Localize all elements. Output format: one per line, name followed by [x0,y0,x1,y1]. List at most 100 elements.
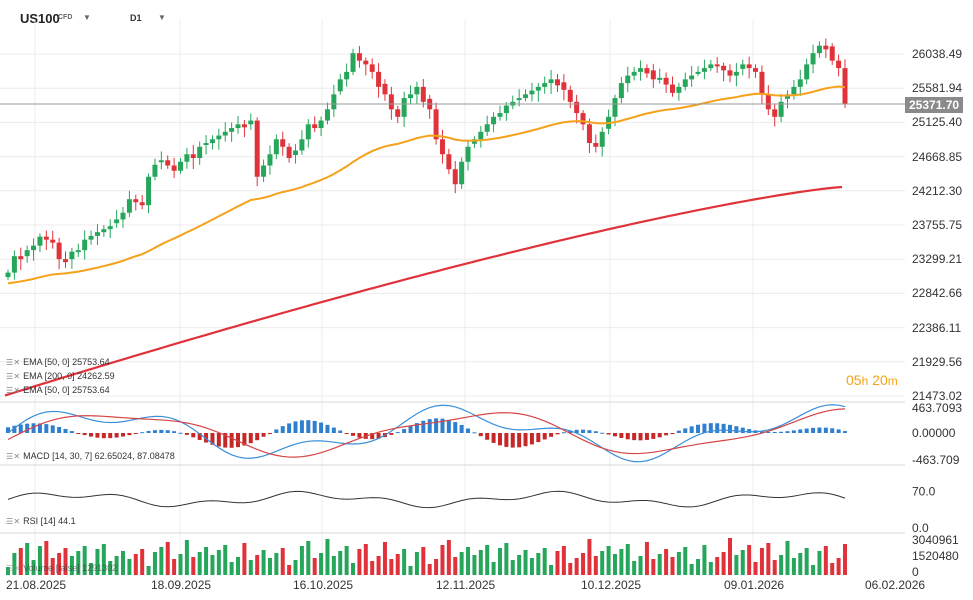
candle-body [554,79,560,86]
macd-histogram-bar [389,433,394,435]
volume-bar [542,548,547,575]
time-tick-label: 12.11.2025 [436,578,496,592]
volume-bar [529,558,534,575]
ema50-line [7,85,846,285]
macd-histogram-bar [95,433,100,438]
volume-bar [63,548,68,575]
volume-bar [651,559,656,575]
candle-body [561,82,567,90]
time-tick-label: 10.12.2025 [581,578,642,592]
candle-body [171,165,177,171]
volume-bar [727,538,732,575]
macd-histogram-bar [101,433,106,439]
volume-bar [248,560,253,575]
macd-histogram-bar [485,433,490,440]
volume-bar [408,566,413,575]
macd-histogram-bar [440,418,445,433]
symbol-name[interactable]: US100 [20,11,60,26]
settings-icon[interactable]: ☰ ✕ [6,358,20,367]
candle-body [273,139,279,155]
macd-histogram-bar [293,421,298,433]
volume-bar [536,553,541,575]
volume-bar [370,561,375,575]
candle-body [465,146,471,162]
timeframe-selector[interactable]: D1 [130,13,142,23]
volume-bar [817,551,822,575]
time-tick-label: 16.10.2025 [293,578,354,592]
legend-macd[interactable]: ☰ ✕ MACD [14, 30, 7] 62.65024, 87.08478 [6,451,175,461]
macd-histogram-bar [351,433,356,436]
macd-histogram-bar [414,423,419,433]
volume-bar [261,550,266,575]
volume-bar [523,550,528,575]
volume-bar [485,545,490,575]
macd-histogram-bar [625,433,630,440]
volume-bar [791,558,796,575]
macd-histogram-bar [223,433,228,448]
macd-histogram-bar [676,430,681,433]
macd-histogram-bar [791,430,796,433]
macd-tick-label: 463.7093 [912,401,962,415]
ema200-line [4,185,843,397]
volume-bar [638,556,643,575]
legend-ema50[interactable]: ☰ ✕ EMA [50, 0] 25753.64 [6,357,110,367]
volume-bar [664,549,669,575]
legend-rsi[interactable]: ☰ ✕ RSI [14] 44.1 [6,516,76,526]
symbol-dropdown-icon[interactable]: ▼ [83,13,91,22]
volume-bar [172,559,177,575]
volume-bar [44,541,49,575]
candle-body [356,53,362,61]
macd-histogram-bar [478,433,483,437]
volume-bar [216,550,221,575]
legend-volume[interactable]: ☰ ✕ Volume [false] 1291302 [6,563,118,573]
legend-ema200[interactable]: ☰ ✕ EMA [200, 0] 24262.59 [6,371,115,381]
volume-bar [325,539,330,575]
candle-body [574,101,580,114]
volume-bar [670,557,675,575]
candle-body [152,164,158,177]
macd-histogram-bar [146,430,151,433]
macd-histogram-bar [734,426,739,433]
volume-bar [165,542,170,575]
macd-histogram-bar [172,431,177,433]
candle-body [753,68,759,72]
macd-histogram-bar [549,433,554,437]
candle-body [503,105,509,114]
settings-icon[interactable]: ☰ ✕ [6,564,20,573]
candle-body [331,94,337,110]
volume-bar [696,559,701,575]
volume-bar [197,552,202,575]
settings-icon[interactable]: ☰ ✕ [6,386,20,395]
candle-body [682,79,688,87]
macd-histogram-bar [306,420,311,433]
macd-histogram-bar [236,433,241,448]
candle-body [139,202,145,206]
volume-bar [446,540,451,575]
candle-body [721,65,727,71]
countdown-hours-unit: h [861,374,869,388]
macd-histogram-bar [568,430,573,433]
settings-icon[interactable]: ☰ ✕ [6,372,20,381]
rsi-pane: 70.0 0.0 [7,485,936,535]
legend-ema50-b[interactable]: ☰ ✕ EMA [50, 0] 25753.64 [6,385,110,395]
candle-body [305,124,311,140]
volume-bar [555,551,560,575]
countdown-minutes-unit: m [887,374,898,388]
macd-histogram-bar [299,420,304,433]
settings-icon[interactable]: ☰ ✕ [6,452,20,461]
candle-body [395,109,401,117]
macd-histogram-bar [785,431,790,433]
settings-icon[interactable]: ☰ ✕ [6,517,20,526]
volume-bar [421,547,426,575]
volume-bar [37,546,42,575]
macd-histogram-bar [280,426,285,433]
macd-pane: 463.7093 0.00000 -463.709 [6,401,962,467]
candle-body [478,131,484,140]
timeframe-dropdown-icon[interactable]: ▼ [158,13,166,22]
candle-body [842,68,848,104]
volume-bar [382,542,387,575]
candle-body [765,94,771,110]
price-tick-label: 23299.21 [912,252,963,267]
macd-histogram-bar [721,423,726,433]
